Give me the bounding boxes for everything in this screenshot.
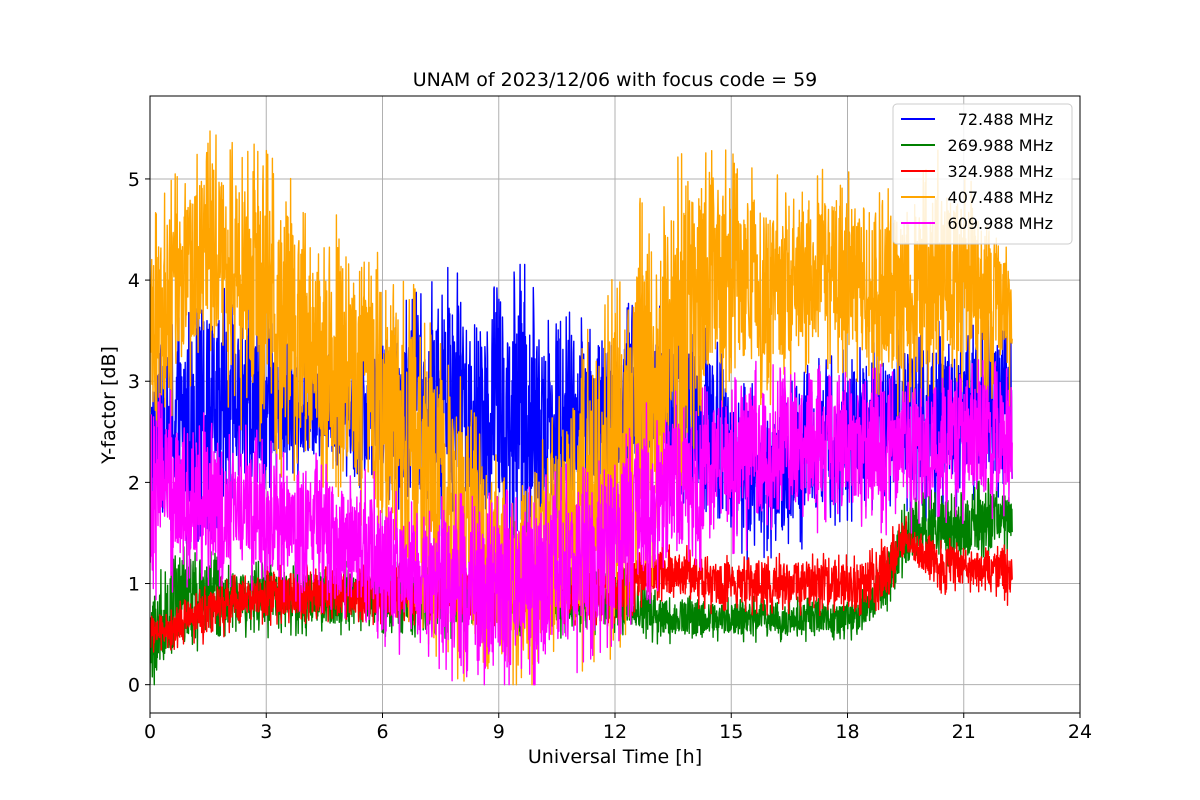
- y-tick-label: 0: [128, 675, 140, 697]
- x-tick-label: 21: [952, 721, 976, 743]
- x-tick-label: 15: [719, 721, 743, 743]
- y-tick-label: 1: [128, 574, 140, 596]
- x-axis-label: Universal Time [h]: [528, 746, 702, 768]
- x-tick-label: 9: [493, 721, 505, 743]
- legend-box: [892, 103, 1073, 245]
- legend-entry: 407.488 MHz: [948, 188, 1053, 207]
- x-tick-label: 6: [376, 721, 388, 743]
- legend-entry: 324.988 MHz: [948, 162, 1053, 181]
- y-tick-label: 2: [128, 472, 140, 494]
- legend-entry: 609.988 MHz: [948, 214, 1053, 233]
- x-tick-label: 12: [603, 721, 627, 743]
- x-tick-label: 24: [1068, 721, 1092, 743]
- series-line: [150, 359, 1013, 686]
- legend-entry: 72.488 MHz: [948, 110, 1053, 129]
- x-tick-label: 18: [835, 721, 859, 743]
- series-layer: [150, 130, 1013, 686]
- x-axis: 0 3 6 9 12 15 18 21 24: [144, 713, 1092, 743]
- y-axis-label: Y-factor [dB]: [98, 346, 120, 465]
- series-line: [150, 130, 1013, 686]
- x-tick-label: 3: [260, 721, 272, 743]
- y-tick-label: 5: [128, 169, 140, 191]
- y-tick-label: 4: [128, 270, 140, 292]
- plot-area: [150, 130, 1013, 686]
- chart-title: UNAM of 2023/12/06 with focus code = 59: [413, 69, 818, 91]
- legend-entry: 269.988 MHz: [948, 136, 1053, 155]
- y-axis: 0 1 2 3 4 5: [128, 169, 150, 697]
- x-tick-label: 0: [144, 721, 156, 743]
- y-tick-label: 3: [128, 371, 140, 393]
- legend: 72.488 MHz 269.988 MHz 324.988 MHz 407.488 …: [892, 103, 1073, 245]
